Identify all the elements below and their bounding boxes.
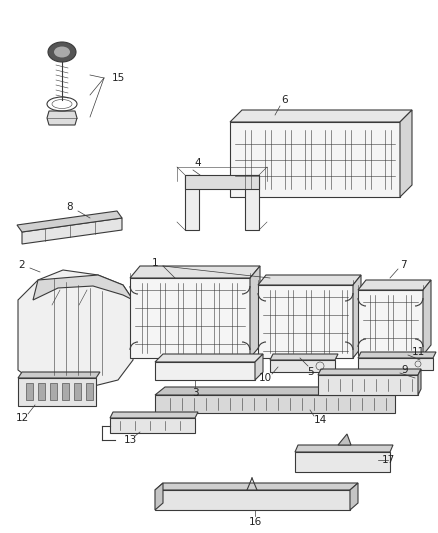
Polygon shape <box>155 490 350 510</box>
Polygon shape <box>255 354 263 380</box>
Polygon shape <box>62 383 69 400</box>
Polygon shape <box>353 275 361 358</box>
Polygon shape <box>155 483 358 490</box>
Polygon shape <box>185 175 259 189</box>
Ellipse shape <box>48 42 76 62</box>
Text: 13: 13 <box>124 435 137 445</box>
Polygon shape <box>338 434 351 445</box>
Polygon shape <box>18 378 96 406</box>
Polygon shape <box>74 383 81 400</box>
Polygon shape <box>110 418 195 433</box>
Polygon shape <box>155 362 255 380</box>
Text: 11: 11 <box>411 347 424 357</box>
Polygon shape <box>350 483 358 510</box>
Text: 1: 1 <box>152 258 158 268</box>
Polygon shape <box>33 275 133 300</box>
Polygon shape <box>295 452 390 472</box>
Text: 12: 12 <box>15 413 28 423</box>
Polygon shape <box>18 372 100 378</box>
Polygon shape <box>358 280 431 290</box>
Polygon shape <box>18 270 133 390</box>
Polygon shape <box>110 412 198 418</box>
Polygon shape <box>155 395 395 413</box>
Polygon shape <box>318 369 421 375</box>
Polygon shape <box>295 445 393 452</box>
Text: 4: 4 <box>194 158 201 168</box>
Polygon shape <box>318 375 418 395</box>
Text: 15: 15 <box>111 73 125 83</box>
Polygon shape <box>26 383 33 400</box>
Polygon shape <box>155 387 405 395</box>
Polygon shape <box>423 280 431 355</box>
Text: 14: 14 <box>313 415 327 425</box>
Polygon shape <box>270 354 338 360</box>
Polygon shape <box>258 285 353 358</box>
Polygon shape <box>258 275 361 285</box>
Polygon shape <box>130 278 250 358</box>
Text: 9: 9 <box>402 365 408 375</box>
Ellipse shape <box>54 46 70 58</box>
Polygon shape <box>50 383 57 400</box>
Polygon shape <box>250 266 260 358</box>
Text: 8: 8 <box>67 202 73 212</box>
Polygon shape <box>245 175 259 230</box>
Polygon shape <box>17 211 122 232</box>
Polygon shape <box>230 122 400 197</box>
Polygon shape <box>400 110 412 197</box>
Text: 16: 16 <box>248 517 261 527</box>
Polygon shape <box>418 369 421 395</box>
Polygon shape <box>86 383 93 400</box>
Polygon shape <box>185 175 199 230</box>
Polygon shape <box>270 360 335 372</box>
Polygon shape <box>358 358 433 370</box>
Polygon shape <box>22 218 122 244</box>
Text: 7: 7 <box>400 260 406 270</box>
Polygon shape <box>230 110 412 122</box>
Text: 2: 2 <box>19 260 25 270</box>
Text: 10: 10 <box>258 373 272 383</box>
Polygon shape <box>47 111 77 125</box>
Polygon shape <box>358 290 423 355</box>
Text: 6: 6 <box>282 95 288 105</box>
Polygon shape <box>155 354 263 362</box>
Polygon shape <box>155 483 163 510</box>
Polygon shape <box>38 383 45 400</box>
Polygon shape <box>358 352 436 358</box>
Text: 5: 5 <box>307 367 313 377</box>
Text: 17: 17 <box>381 455 395 465</box>
Text: 3: 3 <box>192 388 198 398</box>
Polygon shape <box>130 266 260 278</box>
